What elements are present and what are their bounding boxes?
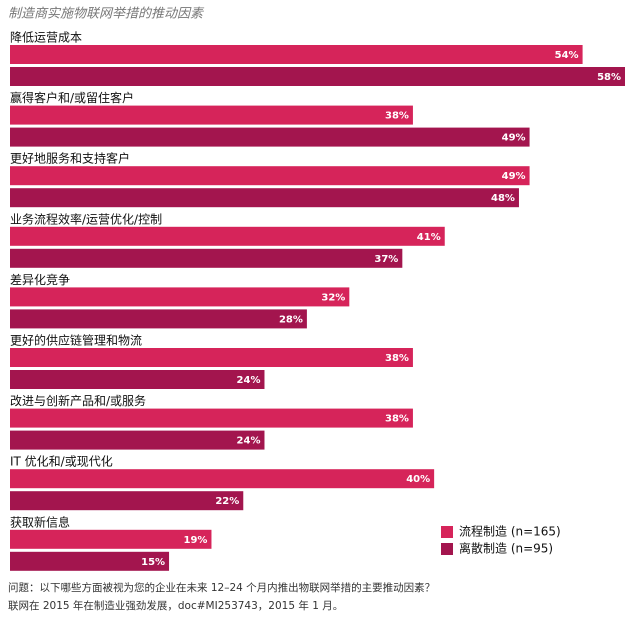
value-label: 48% [491, 193, 515, 204]
legend-swatch [441, 543, 453, 555]
bar [10, 166, 530, 186]
bar [10, 348, 413, 367]
bar [10, 67, 625, 86]
value-label: 54% [555, 50, 579, 61]
value-label: 58% [597, 72, 621, 83]
value-label: 19% [184, 535, 208, 546]
category-label: 差异化竞争 [10, 273, 70, 287]
chart-title: 制造商实施物联网举措的推动因素 [8, 6, 205, 22]
bar [10, 551, 170, 571]
value-label: 15% [141, 557, 165, 568]
legend-label: 流程制造 (n=165) [459, 524, 561, 539]
category-label: 改进与创新产品和/或服务 [10, 393, 146, 408]
bar [10, 430, 265, 450]
bar [10, 45, 583, 64]
value-label: 38% [385, 111, 409, 122]
category-label: 业务流程效率/运营优化/控制 [10, 211, 162, 226]
legend-swatch [441, 526, 453, 538]
bar [10, 287, 350, 307]
bar [10, 309, 307, 329]
category-label: 赢得客户和/或留住客户 [10, 90, 134, 105]
value-label: 41% [417, 232, 441, 243]
bar [10, 529, 212, 549]
bar [10, 370, 265, 389]
category-label: 更好的供应链管理和物流 [10, 333, 142, 348]
category-label: 更好地服务和支持客户 [10, 151, 130, 166]
value-label: 40% [406, 474, 430, 485]
category-label: 降低运营成本 [10, 31, 82, 45]
value-label: 24% [237, 375, 261, 386]
bar [10, 188, 519, 208]
value-label: 24% [237, 436, 261, 447]
category-label: 获取新信息 [10, 514, 70, 529]
bar [10, 105, 413, 125]
value-label: 37% [374, 254, 398, 265]
bar [10, 127, 530, 147]
value-label: 38% [385, 353, 409, 364]
value-label: 49% [502, 171, 526, 182]
bar [10, 491, 244, 511]
value-label: 32% [321, 292, 345, 303]
value-label: 38% [385, 414, 409, 425]
footnote: 问题：以下哪些方面被视为您的企业在未来 12–24 个月内推出物联网举措的主要推… [8, 581, 435, 594]
value-label: 49% [502, 133, 526, 144]
bar [10, 248, 403, 268]
legend-label: 离散制造 (n=95) [459, 541, 553, 556]
category-label: IT 优化和/或现代化 [10, 455, 113, 469]
bar [10, 408, 413, 428]
value-label: 22% [215, 496, 239, 507]
value-label: 28% [279, 314, 303, 325]
bar [10, 469, 435, 489]
bar [10, 226, 445, 246]
footnote: 联网在 2015 年在制造业强劲发展，doc#MI253743，2015 年 1… [8, 599, 343, 612]
